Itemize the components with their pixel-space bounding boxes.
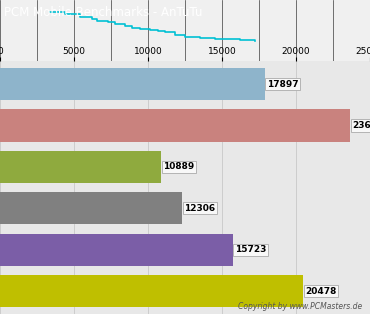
Bar bbox=[0, 151, 161, 183]
Text: 23648: 23648 bbox=[352, 121, 370, 130]
Bar bbox=[0, 234, 233, 266]
Text: 15723: 15723 bbox=[235, 245, 266, 254]
Bar bbox=[0, 109, 350, 142]
Text: Copyright by www.PCMasters.de: Copyright by www.PCMasters.de bbox=[238, 302, 363, 311]
Text: 20478: 20478 bbox=[305, 287, 337, 296]
Text: PCM Mobile Benchmarks - AnTuTu: PCM Mobile Benchmarks - AnTuTu bbox=[4, 6, 202, 19]
Bar bbox=[0, 275, 303, 307]
Text: 17897: 17897 bbox=[267, 79, 299, 89]
Text: 12306: 12306 bbox=[184, 204, 215, 213]
Text: 10889: 10889 bbox=[164, 162, 195, 171]
Bar bbox=[0, 68, 265, 100]
Bar bbox=[0, 192, 182, 225]
